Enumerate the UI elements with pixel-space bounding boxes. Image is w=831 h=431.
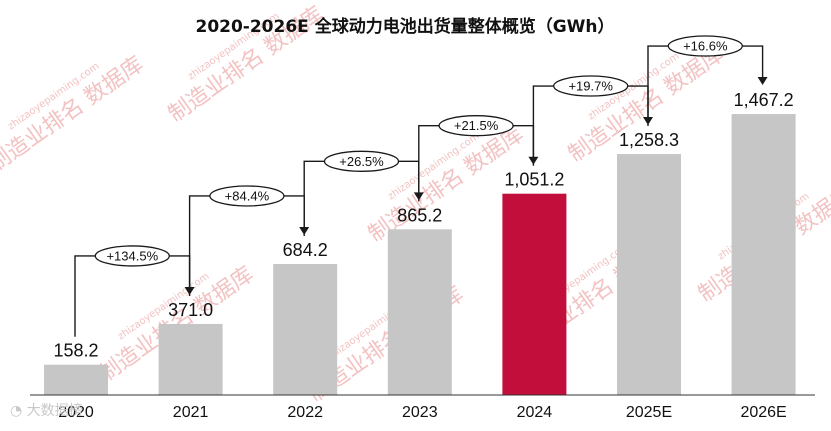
growth-label: +26.5% — [339, 154, 384, 169]
x-tick-label: 2020 — [58, 404, 94, 421]
x-tick-label: 2023 — [402, 404, 438, 421]
x-tick-label: 2025E — [626, 404, 672, 421]
value-label: 1,467.2 — [734, 90, 794, 110]
bar — [731, 114, 796, 396]
bar — [158, 323, 223, 395]
growth-label: +134.5% — [106, 248, 158, 263]
growth-annotation: +16.6% — [647, 35, 768, 127]
growth-pill — [323, 150, 400, 172]
growth-annotation: +19.7% — [532, 75, 653, 166]
bar — [44, 364, 108, 395]
growth-arrowhead — [757, 77, 768, 86]
growth-pill — [553, 75, 629, 97]
value-label: 1,051.2 — [504, 170, 564, 190]
value-label: 684.2 — [283, 240, 328, 260]
bar — [273, 263, 338, 395]
x-tick-label: 2021 — [173, 404, 209, 421]
growth-label: +21.5% — [454, 118, 499, 133]
growth-pill — [94, 245, 170, 267]
x-tick-label: 2024 — [517, 404, 553, 421]
bar — [502, 193, 567, 395]
labels-layer: 158.2 2020 371.0 2021 684.2 2022 865.2 2023 1,05… — [53, 90, 793, 421]
growth-pill — [209, 185, 285, 207]
x-tick-label: 2022 — [287, 404, 323, 421]
growth-annotation: +134.5% — [74, 245, 195, 337]
growth-label: +16.6% — [683, 39, 728, 54]
bar — [617, 154, 681, 395]
chart-title: 2020-2026E 全球动力电池出货量整体概览（GWh） — [195, 16, 614, 37]
value-label: 371.0 — [168, 300, 213, 320]
growth-annotation: +84.4% — [188, 185, 310, 296]
source-logo-text: 大数据榜 — [26, 403, 83, 419]
value-label: 865.2 — [397, 205, 442, 225]
value-label: 1,258.3 — [619, 130, 679, 150]
growth-label: +84.4% — [225, 188, 270, 203]
growth-annotation: +26.5% — [303, 150, 424, 236]
growth-layer: +134.5% +84.4% +26.5% +21.5% +19.7% +16.6% — [74, 35, 768, 337]
growth-pill — [438, 115, 514, 137]
growth-label: +19.7% — [568, 79, 613, 94]
growth-annotation: +21.5% — [418, 115, 539, 202]
value-label: 158.2 — [53, 341, 98, 361]
bars-layer — [44, 114, 796, 396]
source-logo-icon: ◔ — [10, 403, 23, 419]
x-tick-label: 2026E — [740, 404, 786, 421]
bar — [387, 229, 452, 395]
source-logo: ◔ 大数据榜 — [10, 400, 83, 420]
growth-pill — [667, 35, 743, 57]
